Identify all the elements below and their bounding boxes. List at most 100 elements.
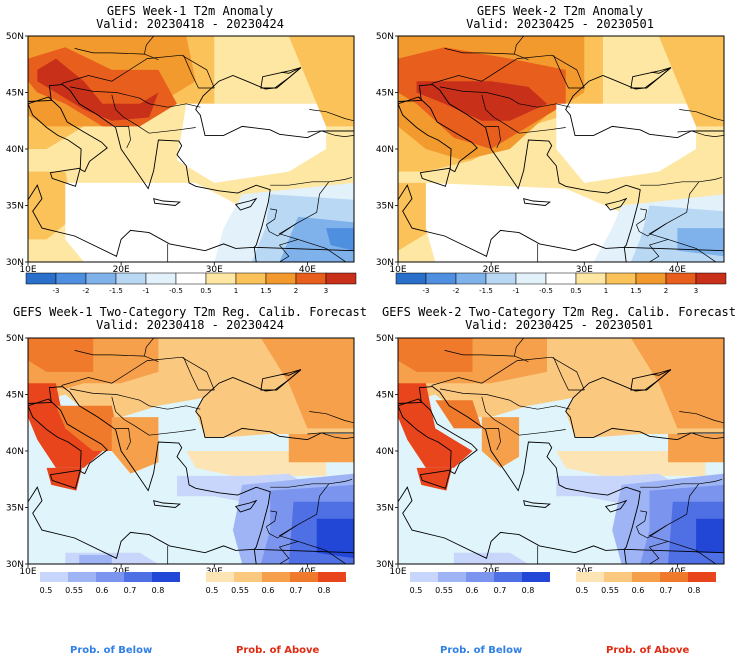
border-8 [679, 411, 724, 424]
x-tick-label: 10E [389, 265, 406, 275]
border-5 [144, 338, 155, 357]
border-9 [640, 176, 723, 186]
border-7 [307, 432, 354, 439]
field-region [288, 434, 354, 463]
panel3-probability-colorbars: 0.5 0.55 0.6 0.7 0.8 0.5 0.55 0.6 0.7 0.8 [40, 572, 346, 595]
coast-crete [153, 500, 182, 508]
border-4 [444, 350, 529, 363]
colorbar-label: -1.5 [479, 287, 493, 295]
field-region [416, 81, 547, 121]
x-tick-label: 40E [669, 265, 686, 275]
border-4 [444, 48, 529, 61]
y-tick-label: 35N [376, 202, 394, 212]
prob-label: 0.8 [152, 586, 165, 595]
colorbar-swatch [665, 272, 697, 285]
border-9 [270, 176, 353, 186]
border-12 [636, 223, 667, 237]
prob-swatch [68, 572, 96, 582]
colorbar-swatch [25, 272, 57, 285]
colorbar-swatch [605, 272, 637, 285]
coast-balkan-anatolia [28, 84, 354, 252]
prob-label: 0.6 [632, 586, 645, 595]
colorbar-swatch [485, 272, 517, 285]
field-region [630, 338, 724, 429]
coast-black-sea [565, 36, 724, 139]
prob-swatch [576, 572, 604, 582]
prob-label: 0.8 [688, 586, 701, 595]
prob-swatch [262, 572, 290, 582]
border-1 [439, 388, 571, 410]
border-13 [648, 541, 669, 564]
field [398, 338, 724, 564]
border-10 [648, 483, 717, 564]
colorbar-label: -2 [453, 287, 460, 295]
border-8 [309, 109, 354, 122]
field-region [28, 338, 94, 372]
coast-cyprus [234, 197, 258, 211]
prob-swatch [466, 572, 494, 582]
panel4-title: GEFS Week-2 Two-Category T2m Reg. Calib.… [378, 306, 740, 332]
panel1-title-line1: GEFS Week-1 T2m Anomaly [106, 4, 274, 18]
coast-cyprus [234, 499, 258, 513]
coast-north-africa [28, 486, 262, 564]
coastlines [398, 36, 724, 262]
field-region [55, 405, 122, 451]
field-region [658, 36, 724, 127]
prob-swatch [206, 572, 234, 582]
border-2 [481, 94, 566, 134]
field-region [326, 228, 354, 251]
field-region [260, 338, 354, 429]
prob-swatch [410, 572, 438, 582]
field-region [696, 518, 724, 553]
colorbar-swatch [175, 272, 207, 285]
prob-label: 0.5 [206, 586, 219, 595]
field-region [398, 383, 473, 468]
y-tick-label: 40N [376, 447, 394, 457]
y-tick-label: 40N [6, 447, 24, 457]
field-region [453, 552, 529, 564]
border-2 [111, 94, 196, 134]
colorbar-label: 0.5 [570, 287, 581, 295]
panel3-below-caption: Prob. of Below [70, 645, 153, 656]
panel2-title-line1: GEFS Week-2 T2m Anomaly [476, 4, 644, 18]
colorbar-label: -0.5 [169, 287, 183, 295]
colorbar-swatch [455, 272, 487, 285]
colorbar-label: -2 [83, 287, 90, 295]
coast-sicily [49, 469, 81, 489]
y-tick-label: 40N [376, 145, 394, 155]
coastlines [398, 338, 724, 564]
colorbar-swatch [205, 272, 237, 285]
y-tick-label: 50N [6, 334, 24, 344]
y-tick-label: 50N [376, 334, 394, 344]
border-3 [485, 126, 501, 149]
border-11 [266, 510, 278, 527]
panel4-title-line1: GEFS Week-2 Two-Category T2m Reg. Calib.… [381, 305, 736, 319]
field [28, 338, 354, 564]
panel3-title-line2: Valid: 20230418 - 20230424 [96, 318, 284, 332]
prob-label: 0.5 [40, 586, 53, 595]
coast-black-sea [195, 338, 354, 441]
border-3 [115, 126, 131, 149]
panel2-anomaly-colorbar: -3 -2 -1.5 -1 -0.5 0.5 1 1.5 2 3 [395, 272, 727, 295]
x-tick-label: 20E [113, 265, 130, 275]
y-tick-label: 35N [376, 504, 394, 514]
x-tick-label: 10E [389, 567, 406, 577]
panel1-title: GEFS Week-1 T2m Anomaly Valid: 20230418 … [20, 5, 360, 31]
field-region [668, 434, 724, 463]
border-11 [636, 208, 648, 225]
field-region [435, 400, 482, 429]
colorbar-label: -1 [143, 287, 150, 295]
colorbar-label: 3 [324, 287, 328, 295]
coast-balkan-anatolia [28, 386, 354, 554]
prob-swatch [234, 572, 262, 582]
panel1-anomaly-map: 10E 20E 30E 40E 30N 35N 40N 45N 50N [6, 32, 355, 275]
panel2-title: GEFS Week-2 T2m Anomaly Valid: 20230425 … [390, 5, 730, 31]
panel3-title-line1: GEFS Week-1 Two-Category T2m Reg. Calib.… [12, 305, 367, 319]
border-8 [679, 109, 724, 122]
y-tick-label: 35N [6, 504, 24, 514]
border-13 [648, 239, 669, 262]
border-0 [431, 356, 585, 391]
panel4-title-line2: Valid: 20230425 - 20230501 [465, 318, 653, 332]
prob-label: 0.8 [318, 586, 331, 595]
